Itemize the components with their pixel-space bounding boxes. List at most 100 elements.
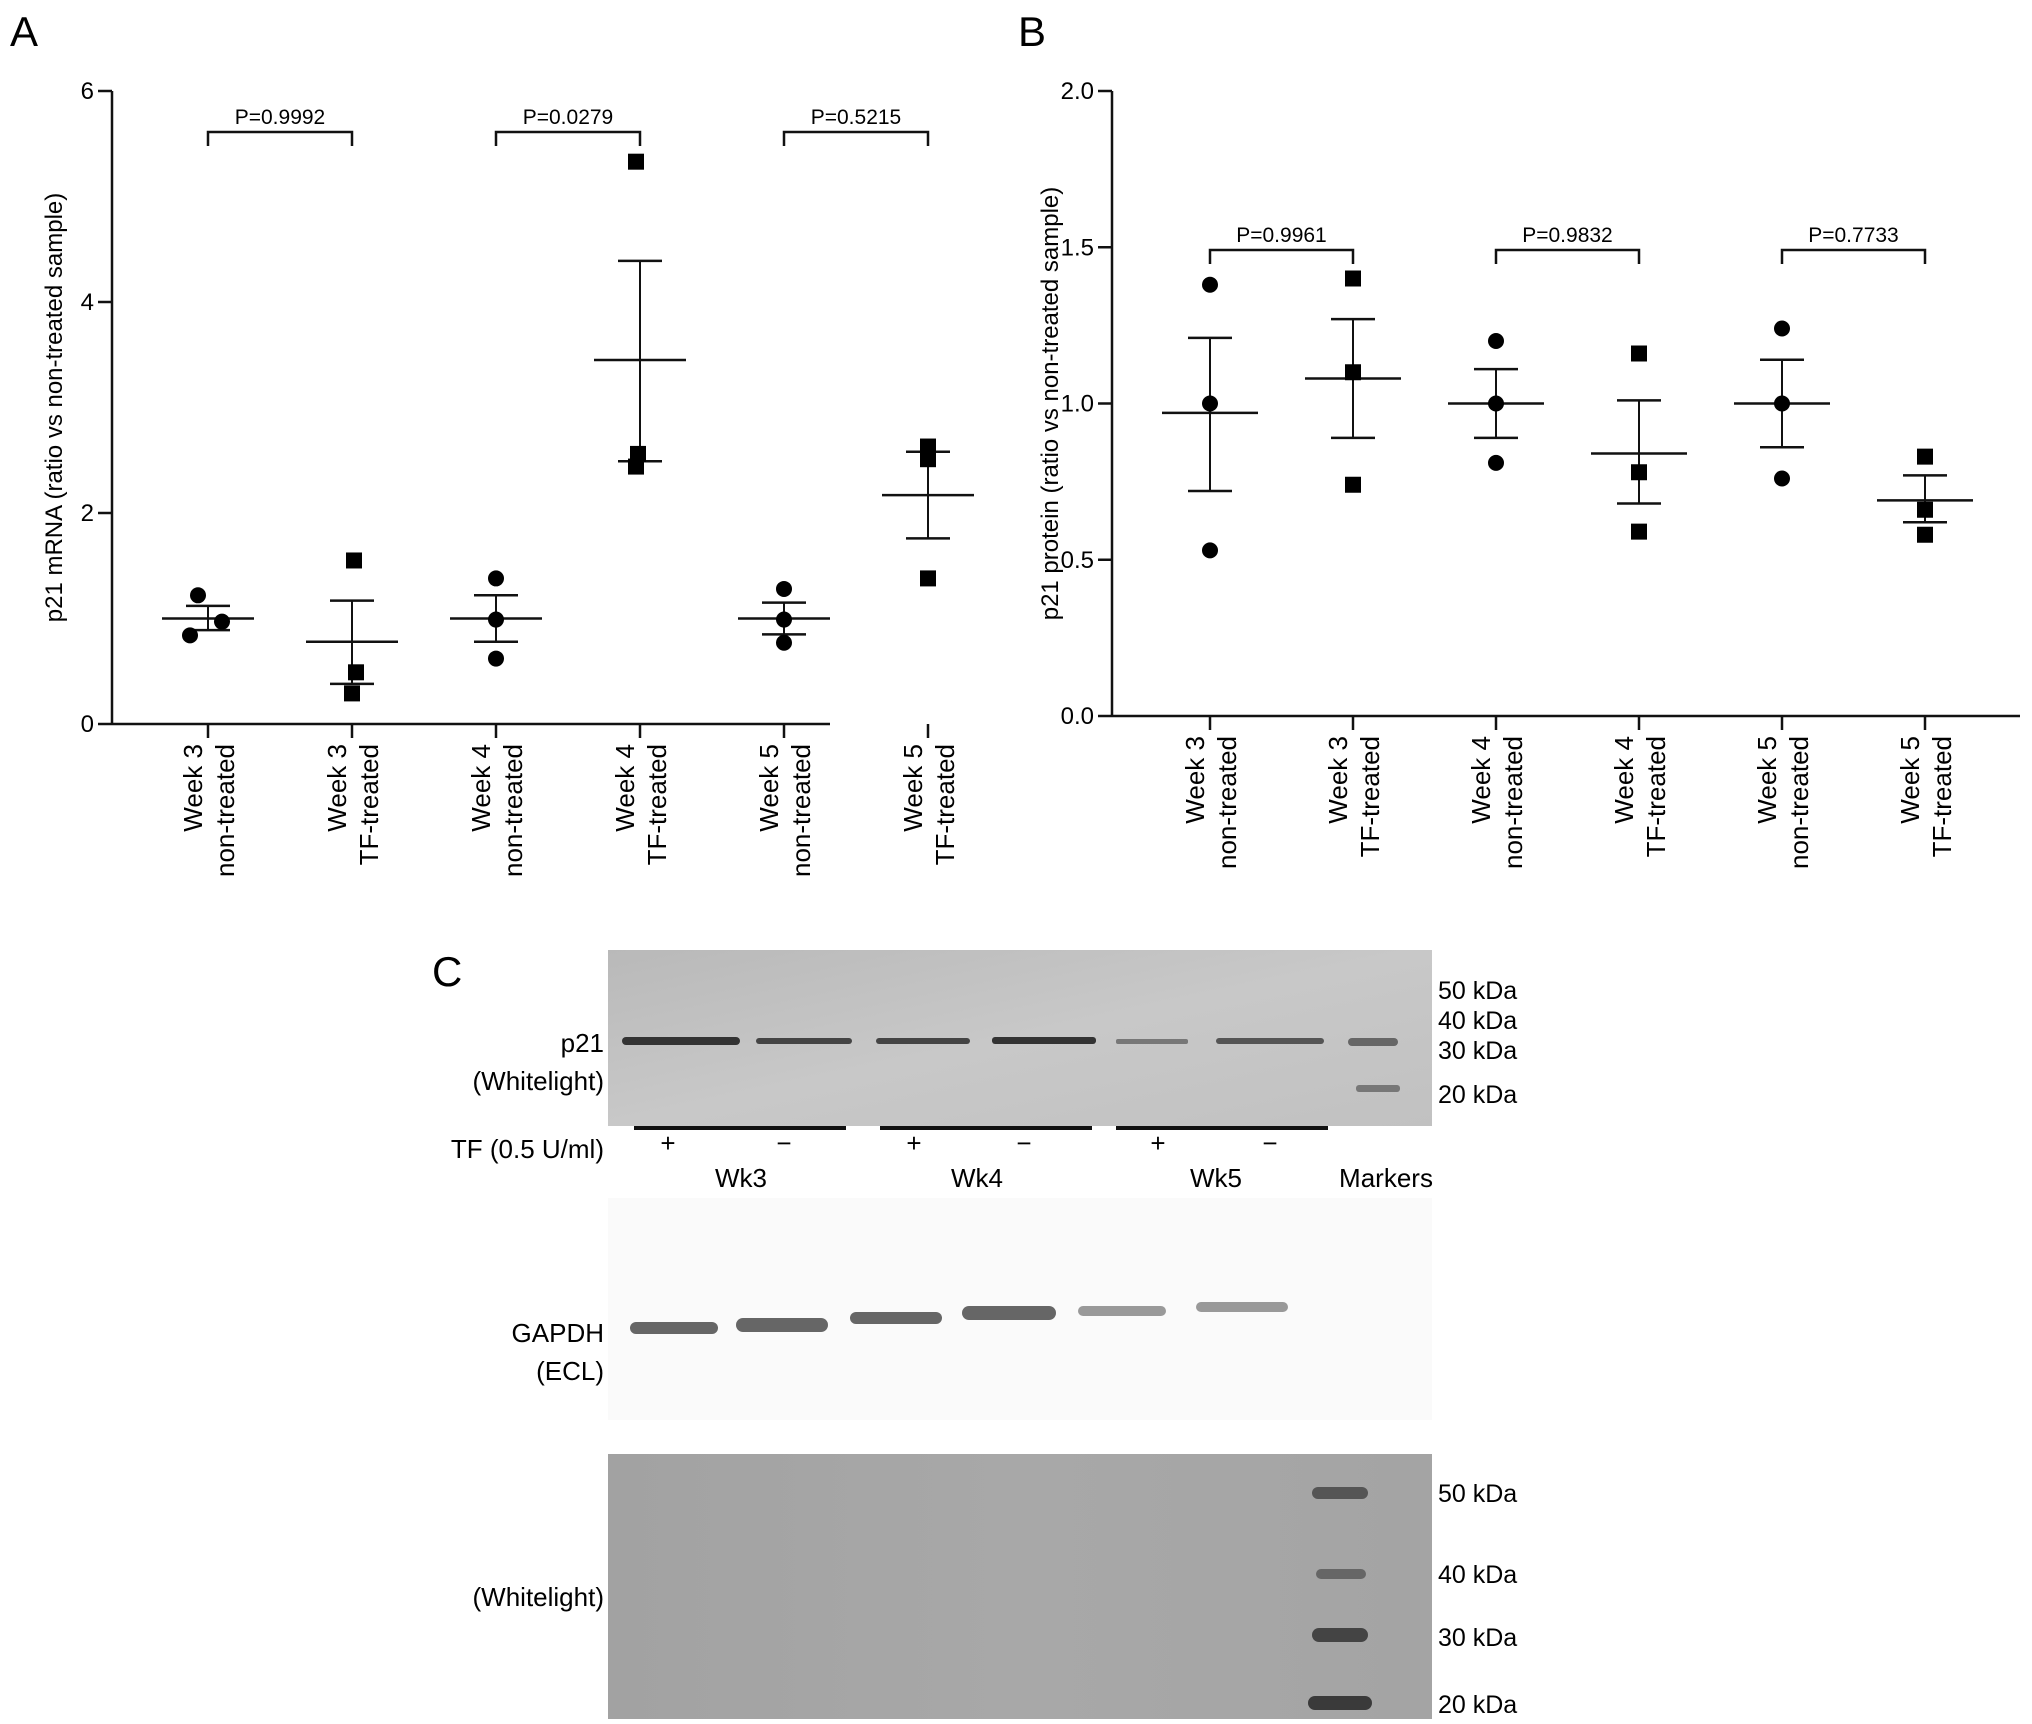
data-point: [488, 570, 504, 587]
bracket-line: [1494, 248, 1641, 264]
data-point: [1345, 364, 1361, 381]
bottom-marker-bands: [1308, 1487, 1372, 1710]
data-point: [776, 634, 792, 651]
y-tick-label: 4: [81, 289, 94, 316]
tf-sign-lane-1: +: [660, 1128, 675, 1158]
y-tick-label: 2.0: [1061, 78, 1094, 105]
data-group: [882, 438, 974, 587]
data-point: [920, 451, 936, 468]
top-kda-40: 40 kDa: [1438, 1007, 1517, 1035]
data-point: [628, 458, 644, 475]
y-tick-label: 0: [81, 711, 94, 738]
data-group: [738, 580, 830, 651]
markers-label: Markers: [1339, 1163, 1433, 1193]
bottom-blot-image: [608, 1454, 1432, 1719]
x-category-treatment: non-treated: [210, 744, 240, 877]
data-group: [1305, 270, 1401, 493]
data-group: [1734, 320, 1830, 487]
p21-bands: [622, 1037, 1400, 1092]
marker-band-30: [1312, 1628, 1368, 1642]
data-point: [1488, 395, 1504, 412]
data-group: [594, 153, 686, 475]
x-category-treatment: non-treated: [1784, 736, 1814, 869]
p21-band-lane-3: [876, 1038, 970, 1044]
data-point: [1345, 270, 1361, 287]
data-point: [920, 438, 936, 455]
p-value-label: P=0.9832: [1522, 224, 1613, 247]
tf-sign-lane-5: +: [1150, 1128, 1165, 1158]
gapdh-band-lane-6: [1196, 1302, 1288, 1312]
data-group: [1162, 276, 1258, 559]
x-category-label: Week 3non-treated: [178, 744, 240, 877]
marker-band-40: [1316, 1569, 1366, 1579]
data-point: [1631, 464, 1647, 481]
tf-sign-lane-3: +: [906, 1128, 921, 1158]
x-category-week: Week 4: [1609, 736, 1639, 824]
y-tick-label: 1.0: [1061, 391, 1094, 418]
p-value-label: P=0.9992: [235, 106, 326, 129]
data-point: [920, 570, 936, 587]
panel-letter-c: C: [432, 948, 462, 995]
data-group: [1591, 345, 1687, 540]
data-group: [1877, 448, 1973, 543]
x-category-week: Week 3: [322, 744, 352, 832]
x-category-label: Week 5non-treated: [754, 744, 816, 877]
tf-sign-lane-6: −: [1262, 1128, 1277, 1158]
p21-marker-band-lower: [1356, 1085, 1400, 1092]
bracket-line: [1780, 248, 1927, 264]
data-point: [1202, 542, 1218, 559]
x-category-label: Week 5TF-treated: [898, 744, 960, 865]
panel-letter-a: A: [10, 8, 38, 55]
p-value-label: P=0.9961: [1236, 224, 1327, 247]
data-point: [1631, 345, 1647, 362]
data-point: [182, 627, 198, 644]
data-point: [630, 445, 646, 462]
data-point: [1488, 333, 1504, 349]
y-tick-label: 6: [81, 78, 94, 105]
data-point: [1202, 395, 1218, 412]
gapdh-band-lane-5: [1078, 1306, 1166, 1316]
chart-panel-a: 0 2 4 6 p21 mRNA (ratio vs non-treated sampl…: [41, 78, 974, 877]
x-category-treatment: TF-treated: [1355, 736, 1385, 857]
data-group: [450, 570, 542, 667]
p21-whitelight-label: (Whitelight): [473, 1066, 604, 1096]
gapdh-label: GAPDH: [512, 1318, 604, 1348]
x-category-treatment: TF-treated: [1641, 736, 1671, 857]
x-category-label: Week 3non-treated: [1180, 736, 1242, 869]
p-value-label: P=0.5215: [811, 106, 902, 129]
top-kda-50: 50 kDa: [1438, 977, 1517, 1005]
bottom-whitelight-label: (Whitelight): [473, 1582, 604, 1612]
y-axis-label: p21 protein (ratio vs non-treated sample…: [1037, 187, 1064, 621]
data-point: [488, 611, 504, 628]
x-category-treatment: non-treated: [1212, 736, 1242, 869]
tf-sign-lane-4: −: [1016, 1128, 1031, 1158]
y-axis-label: p21 mRNA (ratio vs non-treated sample): [41, 193, 68, 623]
x-category-label: Week 3TF-treated: [1323, 736, 1385, 857]
x-category-label: Week 4TF-treated: [610, 744, 672, 865]
marker-band-20: [1308, 1696, 1372, 1710]
data-point: [346, 552, 362, 569]
y-tick-label: 0.5: [1061, 547, 1094, 574]
data-point: [348, 664, 364, 681]
data-group: [162, 587, 254, 644]
marker-band-50: [1312, 1487, 1368, 1499]
p21-band-lane-1: [622, 1037, 740, 1045]
bottom-kda-20: 20 kDa: [1438, 1691, 1517, 1719]
data-point: [488, 650, 504, 667]
data-point: [344, 685, 360, 702]
data-point: [628, 153, 644, 170]
data-point: [776, 580, 792, 597]
x-category-treatment: non-treated: [786, 744, 816, 877]
tf-sign-lane-2: −: [776, 1128, 791, 1158]
x-category-week: Week 5: [1895, 736, 1925, 824]
data-point: [1774, 395, 1790, 412]
data-point: [1917, 526, 1933, 543]
data-point: [1345, 476, 1361, 493]
p21-label: p21: [561, 1028, 604, 1058]
x-category-week: Week 5: [898, 744, 928, 832]
x-category-week: Week 4: [466, 744, 496, 832]
y-tick-label: 1.5: [1061, 234, 1094, 261]
week-label-wk3: Wk3: [715, 1163, 767, 1193]
x-category-week: Week 5: [754, 744, 784, 832]
p21-band-lane-6: [1216, 1038, 1324, 1044]
